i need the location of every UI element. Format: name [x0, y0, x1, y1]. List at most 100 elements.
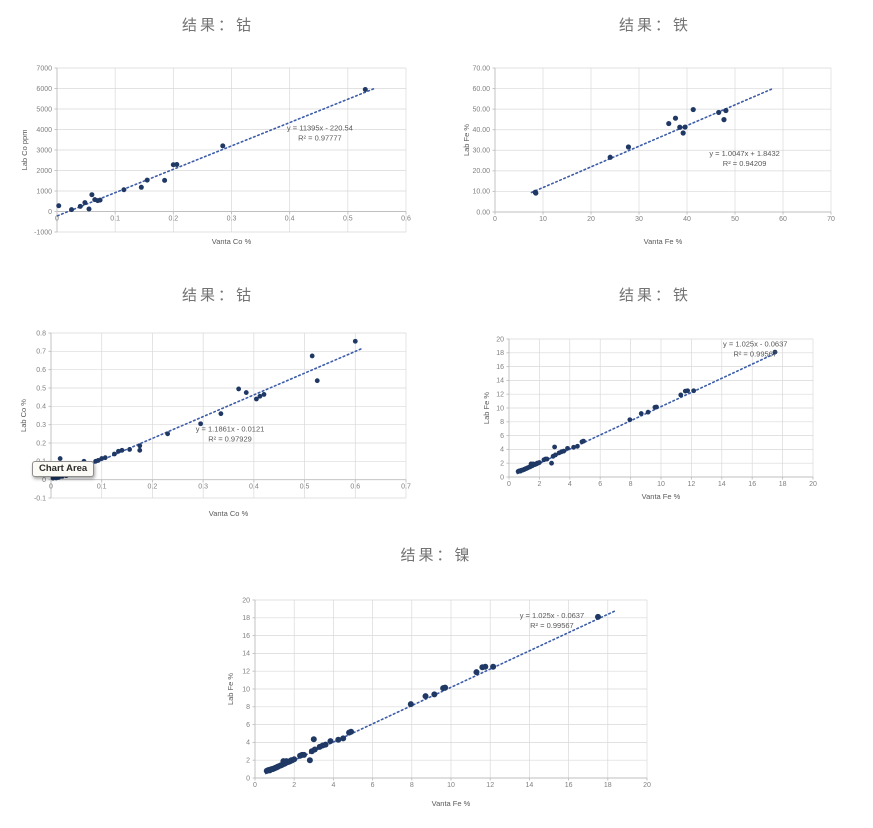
svg-text:10: 10 — [657, 481, 665, 488]
chart-title-nickel: 结果：镍 — [400, 548, 473, 564]
svg-text:40.00: 40.00 — [472, 127, 490, 134]
svg-text:0.3: 0.3 — [36, 422, 46, 429]
scatter-chart-iron-mid: 0 2 4 6 8 10 12 14 16 18 20 0 2 4 6 8 10 12 14 16 18 20 Vanta … — [482, 336, 817, 501]
svg-text:14: 14 — [242, 651, 250, 658]
svg-text:0.6: 0.6 — [350, 484, 360, 491]
svg-text:2: 2 — [537, 481, 541, 488]
svg-text:Vanta Fe %: Vanta Fe % — [642, 492, 681, 501]
svg-text:14: 14 — [496, 378, 504, 385]
svg-text:40: 40 — [683, 216, 691, 223]
svg-text:0.3: 0.3 — [227, 216, 237, 223]
svg-text:0.2: 0.2 — [36, 440, 46, 447]
svg-text:Vanta Co %: Vanta Co % — [209, 509, 249, 518]
svg-text:R² = 0.97777: R² = 0.97777 — [298, 134, 342, 143]
svg-text:20: 20 — [587, 216, 595, 223]
svg-text:0: 0 — [507, 481, 511, 488]
svg-text:8: 8 — [410, 782, 414, 789]
svg-text:0: 0 — [55, 216, 59, 223]
svg-text:0.7: 0.7 — [36, 349, 46, 356]
svg-text:8: 8 — [629, 481, 633, 488]
svg-text:0: 0 — [493, 216, 497, 223]
svg-text:10: 10 — [496, 405, 504, 412]
chart-title-cobalt-pct: 结果：钴 — [181, 288, 254, 304]
svg-text:y = 11395x - 220.54: y = 11395x - 220.54 — [287, 124, 353, 133]
svg-text:18: 18 — [496, 350, 504, 357]
svg-text:18: 18 — [604, 782, 612, 789]
svg-text:14: 14 — [718, 481, 726, 488]
svg-text:16: 16 — [565, 782, 573, 789]
scatter-chart-nickel: 0 2 4 6 8 10 12 14 16 18 20 0 2 4 6 8 10 12 14 16 18 20 Vanta … — [226, 597, 651, 808]
svg-text:0.4: 0.4 — [285, 216, 295, 223]
svg-text:70: 70 — [827, 216, 835, 223]
svg-text:0: 0 — [246, 775, 250, 782]
svg-text:20: 20 — [809, 481, 817, 488]
svg-text:16: 16 — [748, 481, 756, 488]
svg-text:16: 16 — [496, 364, 504, 371]
svg-text:0.1: 0.1 — [110, 216, 120, 223]
svg-text:2: 2 — [292, 782, 296, 789]
svg-text:6: 6 — [500, 433, 504, 440]
svg-text:70.00: 70.00 — [472, 65, 490, 72]
svg-text:Lab Co ppm: Lab Co ppm — [20, 130, 29, 171]
chart-title-iron-mid: 结果：铁 — [618, 288, 691, 304]
svg-text:4: 4 — [331, 782, 335, 789]
svg-text:0.2: 0.2 — [148, 484, 158, 491]
svg-text:0.1: 0.1 — [97, 484, 107, 491]
svg-text:Lab Co %: Lab Co % — [19, 399, 28, 432]
svg-text:Vanta Co %: Vanta Co % — [212, 237, 252, 246]
svg-text:R² = 0.99567: R² = 0.99567 — [733, 350, 777, 359]
svg-text:16: 16 — [242, 633, 250, 640]
svg-text:10.00: 10.00 — [472, 189, 490, 196]
svg-text:R² = 0.99567: R² = 0.99567 — [530, 621, 574, 630]
scatter-chart-iron-top: 0.00 10.00 20.00 30.00 40.00 50.00 60.00 70.00 0… — [462, 65, 835, 246]
svg-text:10: 10 — [447, 782, 455, 789]
svg-text:R² = 0.94209: R² = 0.94209 — [723, 159, 767, 168]
svg-text:0: 0 — [253, 782, 257, 789]
svg-text:8: 8 — [500, 419, 504, 426]
svg-text:6: 6 — [371, 782, 375, 789]
svg-text:7000: 7000 — [36, 65, 52, 72]
svg-text:-0.1: -0.1 — [34, 495, 46, 502]
chart-area-tooltip: Chart Area — [32, 461, 95, 477]
svg-text:y = 1.025x - 0.0637: y = 1.025x - 0.0637 — [723, 340, 787, 349]
svg-text:10: 10 — [539, 216, 547, 223]
svg-text:0.00: 0.00 — [476, 209, 490, 216]
svg-text:6000: 6000 — [36, 86, 52, 93]
svg-text:2: 2 — [500, 461, 504, 468]
svg-text:20.00: 20.00 — [472, 168, 490, 175]
svg-text:8: 8 — [246, 704, 250, 711]
svg-text:0.5: 0.5 — [343, 216, 353, 223]
svg-text:0.6: 0.6 — [401, 216, 411, 223]
svg-text:12: 12 — [688, 481, 696, 488]
svg-text:4: 4 — [568, 481, 572, 488]
svg-text:30.00: 30.00 — [472, 148, 490, 155]
svg-text:y = 1.1861x - 0.0121: y = 1.1861x - 0.0121 — [196, 425, 265, 434]
svg-text:18: 18 — [242, 615, 250, 622]
svg-text:20: 20 — [242, 597, 250, 604]
svg-text:0.2: 0.2 — [168, 216, 178, 223]
svg-text:4: 4 — [500, 447, 504, 454]
svg-text:Vanta Fe %: Vanta Fe % — [432, 799, 471, 808]
svg-text:0: 0 — [49, 484, 53, 491]
svg-text:0: 0 — [500, 474, 504, 481]
svg-text:Vanta Fe %: Vanta Fe % — [644, 237, 683, 246]
svg-text:y = 1.025x - 0.0637: y = 1.025x - 0.0637 — [520, 611, 584, 620]
svg-text:0.4: 0.4 — [36, 404, 46, 411]
svg-text:3000: 3000 — [36, 147, 52, 154]
svg-text:6: 6 — [246, 722, 250, 729]
svg-text:60.00: 60.00 — [472, 86, 490, 93]
chart-title-cobalt-ppm: 结果：钴 — [181, 18, 254, 34]
svg-text:60: 60 — [779, 216, 787, 223]
svg-text:12: 12 — [242, 669, 250, 676]
svg-text:0.4: 0.4 — [249, 484, 259, 491]
svg-text:0: 0 — [48, 209, 52, 216]
svg-text:-1000: -1000 — [34, 229, 52, 236]
svg-text:R² = 0.97929: R² = 0.97929 — [208, 435, 252, 444]
svg-text:1000: 1000 — [36, 188, 52, 195]
svg-text:50.00: 50.00 — [472, 106, 490, 113]
svg-text:12: 12 — [486, 782, 494, 789]
svg-text:12: 12 — [496, 392, 504, 399]
svg-text:4000: 4000 — [36, 127, 52, 134]
